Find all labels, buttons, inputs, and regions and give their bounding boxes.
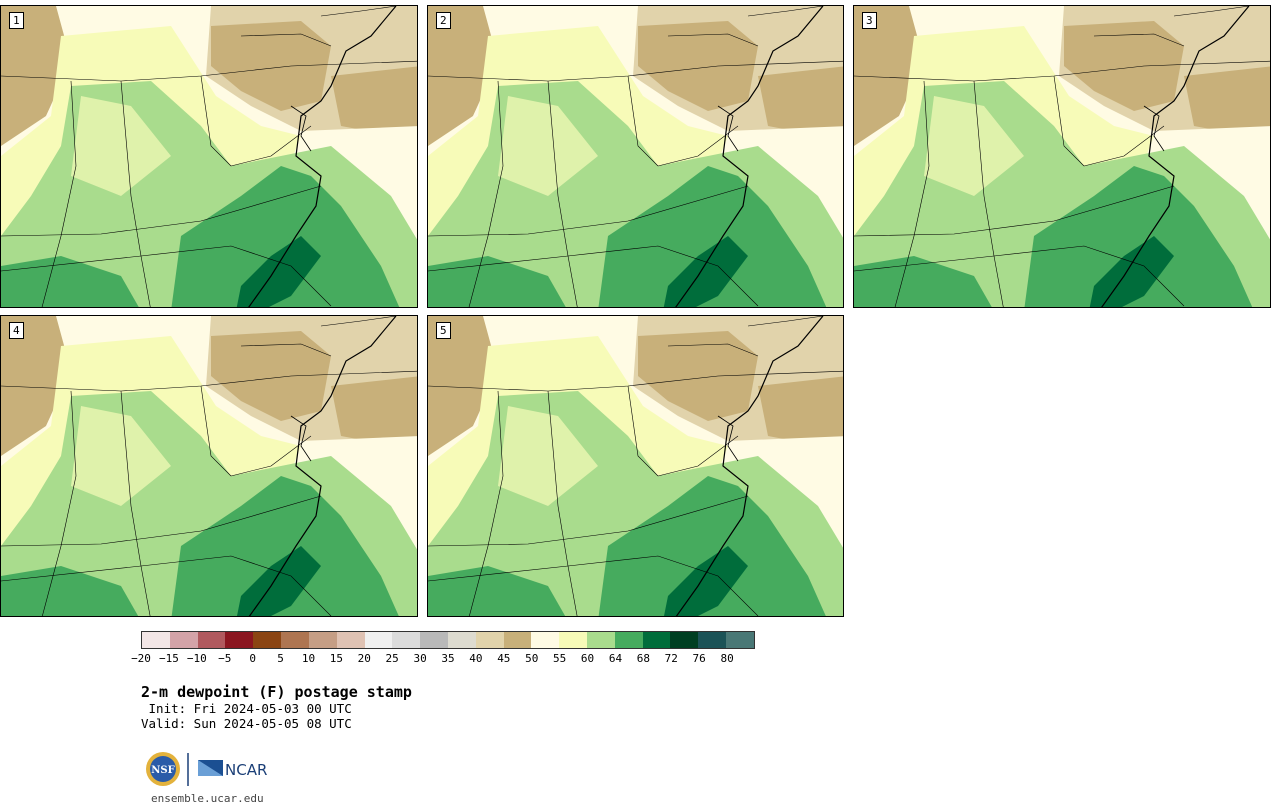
colorbar-tick-labels: −20 −15 −10 −5 0 5 10 15 20 25 30 35 40 45 50 55 60 64 68 7… (131, 652, 755, 666)
colorbar-tick-label: 64 (608, 652, 623, 665)
colorbar-tick-label: 68 (636, 652, 650, 665)
colorbar-tick-label: 30 (413, 652, 427, 665)
map-panel-1: 1 (0, 5, 418, 308)
colorbar-swatch (308, 632, 337, 648)
colorbar-swatch (587, 632, 615, 648)
colorbar-tick-label: −20 (131, 652, 151, 665)
colorbar-swatch (225, 632, 254, 648)
colorbar-tick-label: 25 (385, 652, 399, 665)
colorbar-tick-label: 15 (329, 652, 343, 665)
colorbar-swatch (559, 632, 587, 648)
colorbar-tick-label: −15 (158, 652, 179, 665)
logos: NSF NCAR (145, 750, 275, 790)
svg-text:NSF: NSF (151, 765, 174, 776)
colorbar-tick-label: 20 (357, 652, 371, 665)
colorbar-tick-label: 0 (249, 652, 256, 665)
map-panel-3: 3 (853, 5, 1271, 308)
colorbar-tick-label: 10 (301, 652, 316, 665)
colorbar-tick-label: 55 (553, 652, 567, 665)
colorbar-swatch (642, 632, 671, 648)
colorbar-tick-label: 5 (277, 652, 284, 665)
colorbar-swatch (142, 632, 170, 648)
colorbar-swatch (392, 632, 421, 648)
colorbar-swatch (475, 632, 504, 648)
colorbar-swatch (670, 632, 699, 648)
colorbar-tick-label: 45 (497, 652, 511, 665)
dewpoint-map-3 (854, 6, 1270, 307)
dewpoint-map-2 (428, 6, 843, 307)
dewpoint-map-4 (1, 316, 417, 616)
map-panel-2: 2 (427, 5, 844, 308)
colorbar-tick-label: 76 (692, 652, 706, 665)
panel-number-4: 4 (9, 322, 24, 339)
panel-number-2: 2 (436, 12, 451, 29)
colorbar-swatch (420, 632, 448, 648)
svg-text:NCAR: NCAR (225, 761, 267, 779)
colorbar-swatch (531, 632, 560, 648)
colorbar-swatch (447, 632, 476, 648)
panel-number-3: 3 (862, 12, 877, 29)
ncar-logo: NCAR (198, 760, 267, 779)
panel-number-1: 1 (9, 12, 24, 29)
colorbar-tick-label: −5 (218, 652, 232, 665)
dewpoint-map-5 (428, 316, 843, 616)
colorbar-tick-label: 72 (664, 652, 678, 665)
colorbar-swatch (253, 632, 282, 648)
colorbar-tick-label: 60 (580, 652, 595, 665)
dewpoint-colorbar (141, 631, 755, 649)
map-panel-5: 5 (427, 315, 844, 617)
colorbar-tick-label: 80 (720, 652, 734, 665)
colorbar-swatch (614, 632, 643, 648)
colorbar-swatch (503, 632, 532, 648)
nsf-logo: NSF (146, 752, 180, 786)
init-time: Init: Fri 2024-05-03 00 UTC (141, 701, 352, 716)
colorbar-swatch (336, 632, 365, 648)
colorbar-tick-label: 40 (469, 652, 483, 665)
colorbar-swatch (169, 632, 198, 648)
dewpoint-map-1 (1, 6, 417, 307)
colorbar-tick-label: 50 (525, 652, 539, 665)
colorbar-swatch (726, 632, 754, 648)
colorbar-tick-label: 35 (441, 652, 455, 665)
site-url[interactable]: ensemble.ucar.edu (151, 792, 264, 805)
product-title: 2-m dewpoint (F) postage stamp (141, 683, 412, 701)
colorbar-swatch (197, 632, 226, 648)
colorbar-swatch (698, 632, 727, 648)
colorbar-swatch (364, 632, 393, 648)
colorbar-swatch (281, 632, 309, 648)
colorbar-tick-label: −10 (186, 652, 207, 665)
panel-number-5: 5 (436, 322, 451, 339)
map-panel-4: 4 (0, 315, 418, 617)
valid-time: Valid: Sun 2024-05-05 08 UTC (141, 716, 352, 731)
